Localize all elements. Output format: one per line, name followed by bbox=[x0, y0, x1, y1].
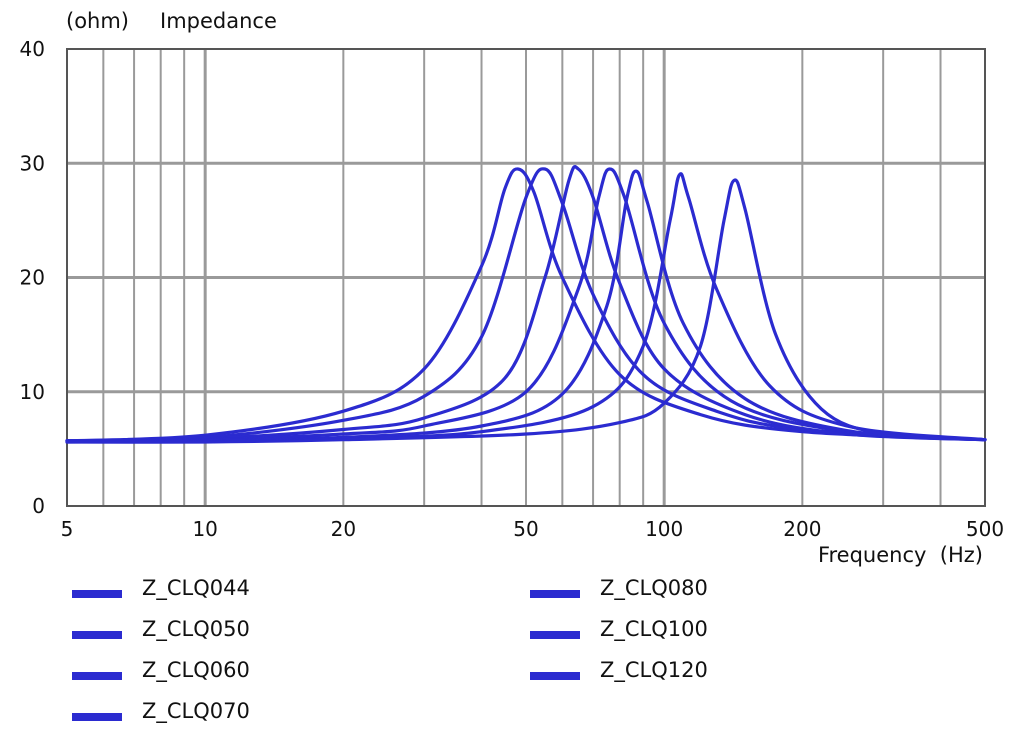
y-tick-label: 20 bbox=[20, 266, 45, 290]
legend-label: Z_CLQ044 bbox=[142, 576, 250, 601]
series-line-z_clq050 bbox=[65, 167, 987, 443]
legend: Z_CLQ044 Z_CLQ050 Z_CLQ060 Z_CLQ070 Z_CLQ080… bbox=[72, 576, 708, 724]
legend-swatch bbox=[530, 631, 580, 639]
y-tick-label: 10 bbox=[20, 380, 45, 404]
x-tick-label: 100 bbox=[645, 517, 683, 541]
legend-swatch bbox=[72, 590, 122, 598]
legend-label: Z_CLQ120 bbox=[600, 658, 708, 683]
x-tick-label: 10 bbox=[192, 517, 217, 541]
legend-label: Z_CLQ050 bbox=[142, 617, 250, 642]
legend-swatch bbox=[72, 713, 122, 721]
series-line-z_clq070 bbox=[65, 167, 987, 443]
y-tick-label: 30 bbox=[20, 151, 45, 175]
legend-swatch bbox=[72, 672, 122, 680]
legend-swatch bbox=[530, 590, 580, 598]
legend-label: Z_CLQ100 bbox=[600, 617, 708, 642]
plot-area-frame bbox=[66, 48, 986, 507]
tick-labels: 5 10 20 50 100 200 500 0 10 20 30 40 bbox=[20, 37, 1005, 541]
series-line-z_clq044 bbox=[65, 167, 987, 443]
y-axis-unit: (ohm) bbox=[66, 9, 129, 33]
legend-label: Z_CLQ060 bbox=[142, 658, 250, 683]
x-tick-label: 5 bbox=[61, 517, 74, 541]
series-line-z_clq120 bbox=[65, 178, 987, 444]
series-line-z_clq060 bbox=[65, 164, 987, 443]
legend-swatch bbox=[530, 672, 580, 680]
y-tick-label: 0 bbox=[32, 494, 45, 518]
legend-label: Z_CLQ080 bbox=[600, 576, 708, 601]
x-tick-label: 200 bbox=[783, 517, 821, 541]
x-tick-label: 50 bbox=[513, 517, 538, 541]
y-tick-label: 40 bbox=[20, 37, 45, 61]
x-tick-label: 500 bbox=[966, 517, 1004, 541]
x-axis-title: Frequency (Hz) bbox=[818, 543, 983, 567]
legend-label: Z_CLQ070 bbox=[142, 699, 250, 724]
series-lines bbox=[65, 164, 987, 444]
y-axis-title: Impedance bbox=[160, 9, 277, 33]
x-tick-label: 20 bbox=[331, 517, 356, 541]
legend-swatch bbox=[72, 631, 122, 639]
